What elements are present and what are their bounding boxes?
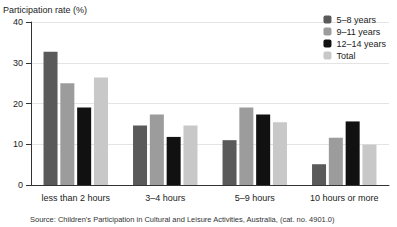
svg-text:Total: Total [336,51,355,61]
svg-text:12–14 years: 12–14 years [336,39,386,49]
svg-text:10: 10 [13,139,23,149]
svg-text:9–11 years: 9–11 years [336,27,380,37]
svg-text:less than 2 hours: less than 2 hours [41,193,110,203]
svg-text:Participation rate (%): Participation rate (%) [3,5,87,15]
svg-text:5–9 hours: 5–9 hours [235,193,276,203]
svg-text:3–4 hours: 3–4 hours [145,193,186,203]
svg-text:10 hours or more: 10 hours or more [310,193,379,203]
svg-text:20: 20 [13,99,23,109]
svg-text:40: 40 [13,17,23,27]
svg-text:0: 0 [18,180,23,190]
svg-text:Source: Children's Participati: Source: Children's Participation in Cult… [30,215,335,224]
svg-text:30: 30 [13,58,23,68]
svg-text:5–8 years: 5–8 years [336,15,376,25]
